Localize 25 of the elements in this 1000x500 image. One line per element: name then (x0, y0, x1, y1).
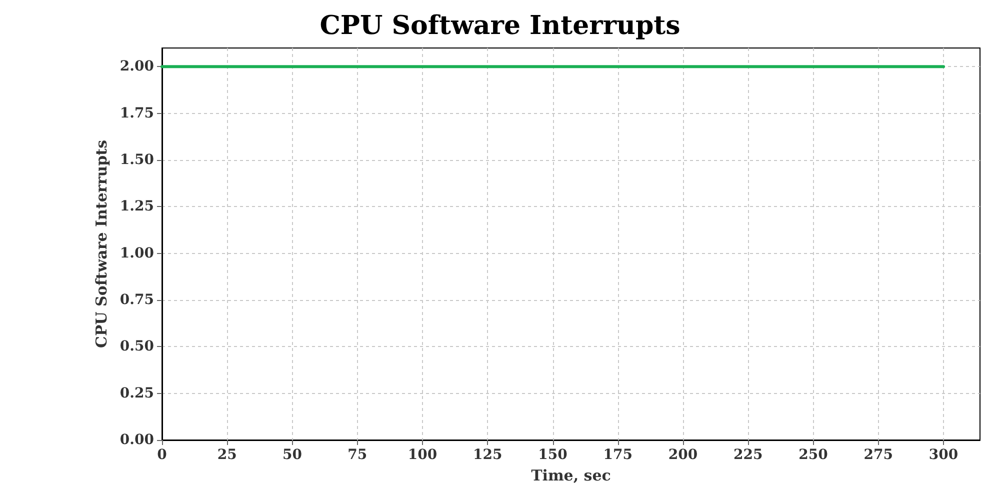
x-tick-label: 275 (864, 447, 894, 463)
y-tick-label: 1.25 (120, 198, 154, 215)
y-tick-label: 0.75 (120, 292, 154, 308)
chart-title: CPU Software Interrupts (320, 11, 680, 41)
x-tick-label: 225 (734, 447, 763, 463)
x-tick-label: 250 (798, 447, 828, 463)
x-tick-label: 25 (217, 447, 237, 463)
y-tick-label: 0.00 (120, 432, 154, 448)
x-tick-label: 0 (157, 447, 168, 463)
x-tick-label: 300 (928, 447, 958, 463)
x-tick-label: 125 (473, 447, 502, 463)
y-tick-label: 1.00 (120, 245, 154, 262)
x-tick-label: 175 (603, 447, 633, 463)
x-tick-label: 50 (282, 447, 302, 463)
y-axis-title: CPU Software Interrupts (92, 140, 110, 348)
x-axis-title: Time, sec (531, 466, 611, 484)
x-tick-label: 100 (408, 447, 438, 463)
x-tick-label: 75 (348, 447, 368, 463)
y-tick-label: 1.75 (120, 105, 154, 122)
x-tick-label: 200 (668, 447, 698, 463)
y-tick-label: 0.25 (120, 385, 154, 402)
y-tick-label: 2.00 (120, 58, 154, 75)
y-tick-label: 1.50 (120, 152, 154, 168)
x-tick-label: 150 (538, 447, 568, 463)
y-tick-label: 0.50 (120, 338, 154, 355)
